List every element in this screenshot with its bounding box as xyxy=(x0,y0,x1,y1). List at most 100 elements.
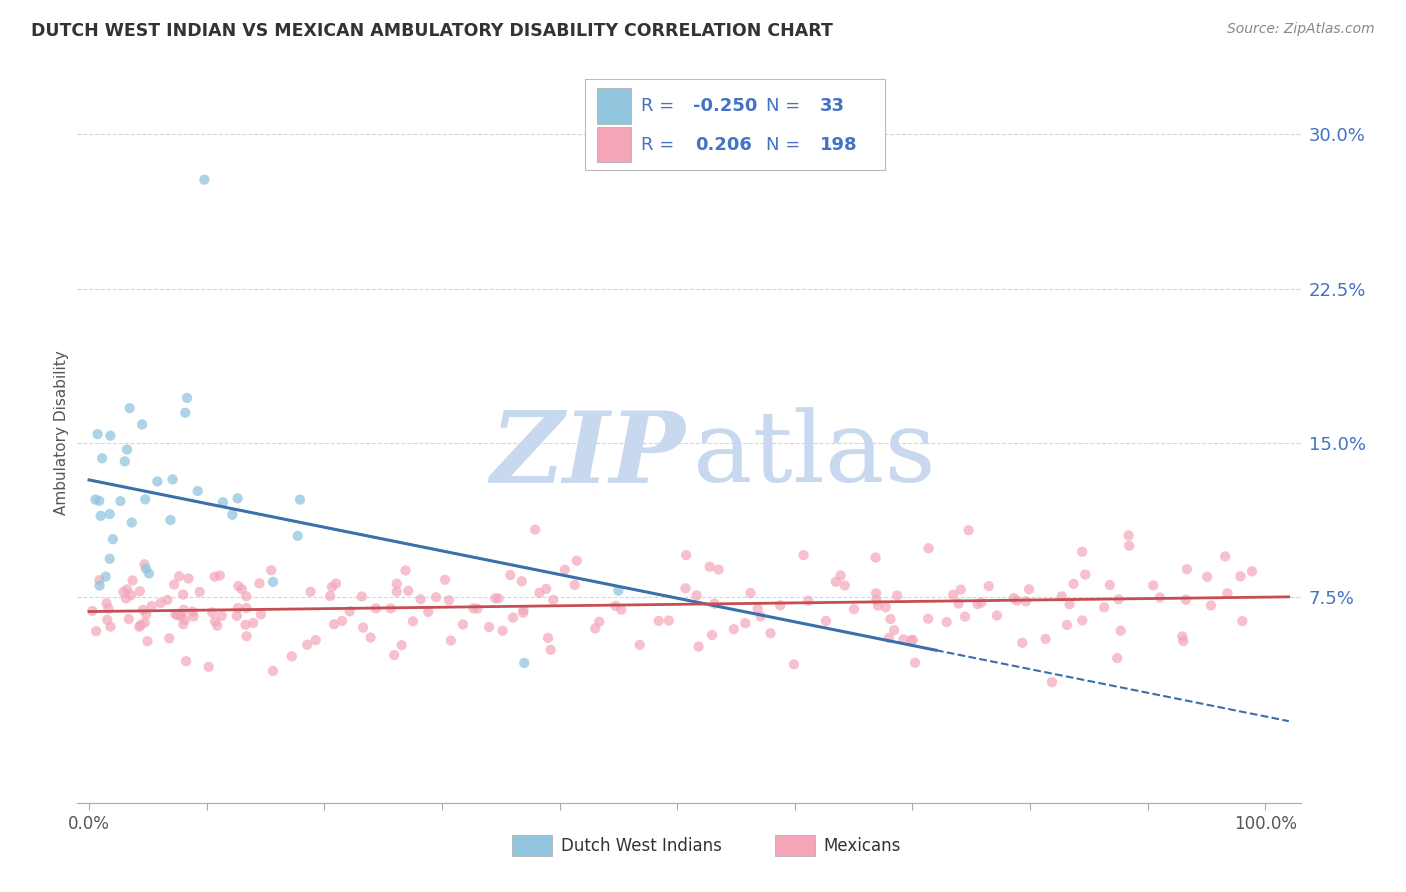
Mexicans xyxy=(112,585,135,599)
Text: ZIP: ZIP xyxy=(491,407,685,503)
Mexicans xyxy=(1063,577,1085,591)
Mexicans xyxy=(1071,545,1094,559)
Mexicans xyxy=(434,573,457,587)
Y-axis label: Ambulatory Disability: Ambulatory Disability xyxy=(53,351,69,515)
Mexicans xyxy=(491,624,513,638)
Mexicans xyxy=(321,580,343,594)
Mexicans xyxy=(174,654,197,668)
Text: N =: N = xyxy=(766,136,806,153)
Mexicans xyxy=(1216,586,1239,600)
Mexicans xyxy=(970,595,993,609)
Mexicans xyxy=(330,614,353,628)
Mexicans xyxy=(97,601,120,615)
Mexicans xyxy=(391,638,413,652)
Mexicans xyxy=(628,638,651,652)
Dutch West Indians xyxy=(89,578,111,592)
Mexicans xyxy=(685,588,707,602)
Mexicans xyxy=(1002,591,1025,606)
Mexicans xyxy=(204,570,226,584)
Dutch West Indians xyxy=(121,516,143,530)
Mexicans xyxy=(323,617,346,632)
Text: 198: 198 xyxy=(820,136,858,153)
Mexicans xyxy=(281,649,304,664)
FancyBboxPatch shape xyxy=(598,88,631,124)
Text: DUTCH WEST INDIAN VS MEXICAN AMBULATORY DISABILITY CORRELATION CHART: DUTCH WEST INDIAN VS MEXICAN AMBULATORY … xyxy=(31,22,832,40)
Dutch West Indians xyxy=(131,417,153,432)
Mexicans xyxy=(541,593,564,607)
Mexicans xyxy=(128,620,150,634)
Mexicans xyxy=(564,578,586,592)
Mexicans xyxy=(783,657,806,672)
Mexicans xyxy=(1199,599,1222,613)
Mexicans xyxy=(1035,632,1057,646)
Mexicans xyxy=(437,593,460,607)
Mexicans xyxy=(260,563,283,577)
Dutch West Indians xyxy=(226,491,249,506)
Mexicans xyxy=(350,590,373,604)
Mexicans xyxy=(1005,593,1028,607)
Mexicans xyxy=(540,642,562,657)
Mexicans xyxy=(166,608,188,623)
Mexicans xyxy=(136,634,159,648)
Mexicans xyxy=(157,632,180,646)
Mexicans xyxy=(842,602,865,616)
Text: 33: 33 xyxy=(820,97,845,115)
Mexicans xyxy=(394,563,416,577)
Mexicans xyxy=(1109,624,1132,638)
Mexicans xyxy=(201,606,224,620)
Dutch West Indians xyxy=(84,492,107,507)
Mexicans xyxy=(877,631,900,645)
Mexicans xyxy=(385,576,408,591)
Mexicans xyxy=(1240,564,1263,578)
Mexicans xyxy=(121,574,143,588)
Mexicans xyxy=(135,607,157,622)
FancyBboxPatch shape xyxy=(512,836,553,856)
Dutch West Indians xyxy=(607,583,630,598)
Mexicans xyxy=(249,576,271,591)
Mexicans xyxy=(425,591,447,605)
Text: Dutch West Indians: Dutch West Indians xyxy=(561,837,721,855)
Mexicans xyxy=(170,609,193,624)
Mexicans xyxy=(226,601,249,615)
Dutch West Indians xyxy=(174,406,197,420)
Mexicans xyxy=(834,578,856,592)
Dutch West Indians xyxy=(114,454,136,468)
Mexicans xyxy=(177,571,200,585)
Mexicans xyxy=(1015,594,1038,608)
Mexicans xyxy=(402,615,425,629)
Mexicans xyxy=(380,601,402,615)
FancyBboxPatch shape xyxy=(585,79,884,169)
Mexicans xyxy=(183,609,205,624)
Mexicans xyxy=(565,554,588,568)
Mexicans xyxy=(478,620,501,634)
Mexicans xyxy=(451,617,474,632)
Mexicans xyxy=(188,585,211,599)
Mexicans xyxy=(250,607,273,622)
Mexicans xyxy=(319,589,342,603)
Mexicans xyxy=(610,602,633,616)
Mexicans xyxy=(174,613,197,627)
Dutch West Indians xyxy=(115,442,138,457)
Mexicans xyxy=(141,599,163,613)
Mexicans xyxy=(1171,629,1194,643)
Mexicans xyxy=(865,586,887,600)
Mexicans xyxy=(1056,618,1078,632)
Mexicans xyxy=(235,601,257,615)
Mexicans xyxy=(1040,675,1063,690)
Mexicans xyxy=(703,597,725,611)
Mexicans xyxy=(512,603,534,617)
Mexicans xyxy=(977,579,1000,593)
Dutch West Indians xyxy=(110,494,132,508)
Mexicans xyxy=(502,610,524,624)
Mexicans xyxy=(134,558,156,572)
FancyBboxPatch shape xyxy=(775,836,815,856)
Mexicans xyxy=(1059,597,1081,611)
Mexicans xyxy=(360,631,382,645)
Dutch West Indians xyxy=(513,656,536,670)
Text: 0.206: 0.206 xyxy=(695,136,752,153)
Mexicans xyxy=(170,608,193,623)
Mexicans xyxy=(409,592,432,607)
Mexicans xyxy=(865,593,887,607)
Mexicans xyxy=(1050,590,1073,604)
Mexicans xyxy=(89,573,111,587)
